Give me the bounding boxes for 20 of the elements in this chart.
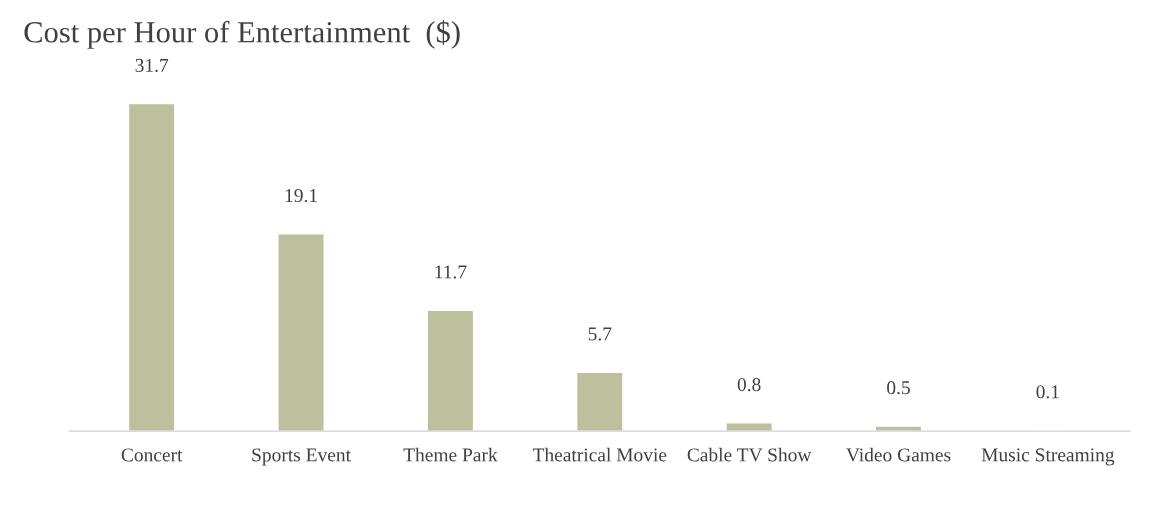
data-label: 0.1	[1036, 385, 1059, 399]
data-label: 31.7	[135, 58, 169, 73]
bar	[277, 233, 325, 432]
x-tick-label: Theatrical Movie	[532, 447, 667, 462]
data-label: 0.5	[887, 381, 910, 395]
x-tick-label: Video Games	[846, 447, 951, 462]
x-tick-label: Sports Event	[252, 448, 351, 466]
data-label: 19.1	[285, 189, 317, 203]
x-tick-label: Music Streaming	[981, 448, 1115, 466]
bar	[725, 422, 773, 432]
bar	[575, 371, 624, 432]
data-label: 5.7	[588, 327, 612, 341]
data-label: 11.7	[435, 265, 467, 279]
chart-title: Cost per Hour of Entertainment ($)	[24, 20, 460, 49]
data-label: 0.8	[737, 378, 761, 392]
x-tick-label: Concert	[121, 448, 183, 462]
bar	[127, 102, 176, 432]
x-tick-label: Theme Park	[403, 447, 498, 462]
x-tick-label: Cable TV Show	[687, 447, 812, 462]
bar	[426, 309, 475, 432]
